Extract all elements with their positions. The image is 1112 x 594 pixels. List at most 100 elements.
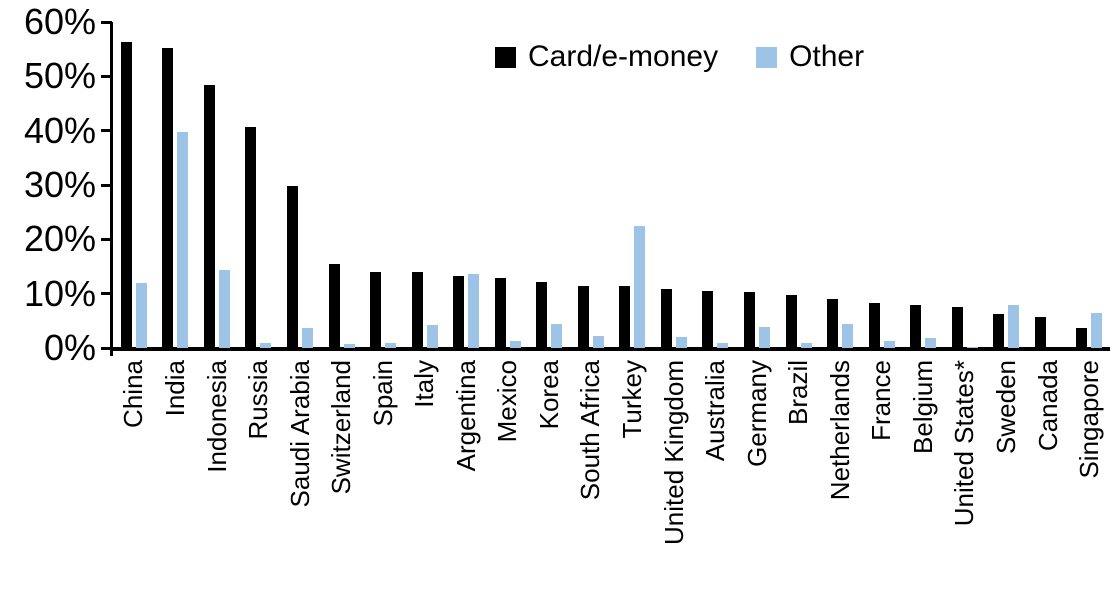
x-axis-label: Turkey [617,360,648,439]
x-axis-label: France [866,360,897,441]
bar-group [1069,22,1111,348]
y-axis-tick-mark [101,129,112,133]
bar-card-e-money [910,305,922,348]
bar-card-e-money [453,276,465,348]
x-axis-label-cell: Australia [695,360,737,594]
x-axis-label: China [118,360,149,428]
x-axis-label-cell: Turkey [612,360,654,594]
legend-item-card-e-money: Card/e-money [495,40,718,74]
y-axis-tick-label: 60% [23,1,96,42]
bar-card-e-money [827,299,839,348]
bar-group [1027,22,1069,348]
bar-other [509,341,521,348]
y-axis-tick-label: 40% [23,109,96,151]
bar-group [736,22,778,348]
x-axis-label: Switzerland [326,360,357,495]
bar-card-e-money [536,282,548,348]
bar-group [695,22,737,348]
bar-other [135,282,147,348]
x-axis-label-cell: Italy [404,360,446,594]
legend-label-other: Other [789,40,865,73]
bar-other [758,327,770,348]
bar-group [861,22,903,348]
bar-card-e-money [162,48,174,348]
x-axis-label-cell: Saudi Arabia [279,360,321,594]
bar-card-e-money [660,289,672,348]
bar-other [385,342,397,348]
bar-group [985,22,1027,348]
bar-other [1008,305,1020,348]
y-axis-tick-mark [101,183,112,187]
bar-other [800,342,812,348]
bar-card-e-money [951,306,963,348]
x-axis-label: India [160,360,191,417]
y-axis-tick-mark [101,292,112,296]
bar-group [362,22,404,348]
y-axis-tick-mark [101,20,112,24]
y-axis-tick-label: 20% [23,218,96,260]
x-axis-label-cell: Argentina [445,360,487,594]
bar-card-e-money [868,302,880,348]
x-axis-label: Spain [367,360,398,427]
bar-other [177,132,189,348]
x-axis-label: Mexico [492,360,523,443]
bar-group [113,22,155,348]
y-axis-tick-label: 0% [43,327,96,368]
legend-swatch-other [756,46,778,68]
bar-card-e-money [494,278,506,348]
bar-card-e-money [1034,316,1046,348]
x-axis-label-cell: Indonesia [196,360,238,594]
bar-group [944,22,986,348]
x-axis-label-cell: United Kingdom [653,360,695,594]
x-axis-label: Australia [700,360,731,462]
bar-other [592,336,604,348]
x-axis-label-cell: Russia [238,360,280,594]
x-axis-label: Netherlands [824,360,855,501]
y-axis-tick-label: 30% [23,164,96,205]
bar-card-e-money [702,290,714,348]
x-axis-line [110,347,1110,351]
plot-area [113,22,1110,348]
bar-group [819,22,861,348]
bar-group [570,22,612,348]
bar-group [902,22,944,348]
bar-card-e-money [203,85,215,348]
bar-other [842,323,854,348]
bar-other [717,343,729,348]
bar-other [551,324,563,348]
bar-other [426,324,438,348]
bar-group [404,22,446,348]
bar-other [675,336,687,348]
bar-card-e-money [785,294,797,348]
x-axis-label: Korea [533,360,564,430]
x-axis-label: Germany [741,360,772,467]
bar-other [966,346,978,348]
y-axis-tick-label: 50% [23,55,96,97]
y-axis-tick-mark [101,346,112,350]
x-axis-label-cell: Korea [528,360,570,594]
bar-group [778,22,820,348]
x-axis-label: Indonesia [201,360,232,473]
bar-card-e-money [993,313,1005,348]
x-axis-label-cell: Spain [362,360,404,594]
x-axis-label-cell: Switzerland [321,360,363,594]
bar-group [279,22,321,348]
bar-group [238,22,280,348]
legend-swatch-card-e-money [495,46,516,68]
bar-card-e-money [245,127,257,348]
bar-group [155,22,197,348]
bar-group [321,22,363,348]
bar-other [468,274,480,348]
x-axis-label: South Africa [575,360,606,501]
bar-card-e-money [120,41,132,348]
x-axis-label: Italy [409,360,440,408]
x-axis-label-cell: Sweden [985,360,1027,594]
bar-group [528,22,570,348]
bar-other [634,226,646,348]
x-axis-labels: China India Indonesia Russia Saudi Arabia Swi… [113,360,1110,594]
x-axis-label-cell: Germany [736,360,778,594]
x-axis-label: Singapore [1074,360,1105,479]
bar-other [260,342,272,348]
legend-item-other: Other [756,40,864,74]
bar-card-e-money [743,292,755,348]
